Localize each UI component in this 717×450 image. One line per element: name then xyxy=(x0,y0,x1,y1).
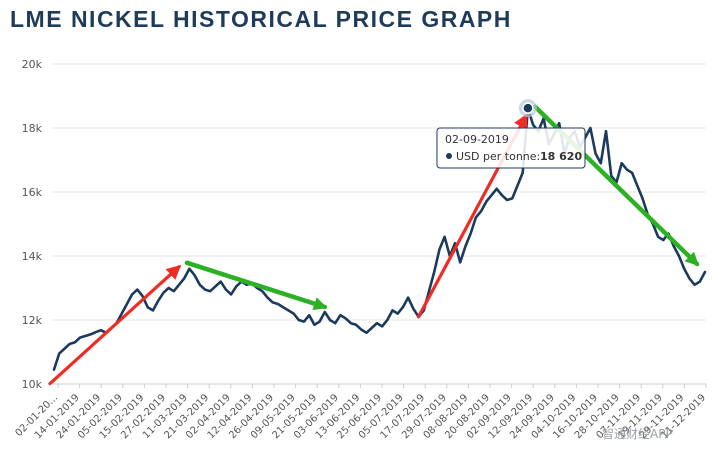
tooltip-date: 02-09-2019 xyxy=(445,133,509,146)
price-series-line xyxy=(52,106,707,371)
y-tick-label: 20k xyxy=(22,58,43,71)
watermark-text: 智通财经APP xyxy=(602,426,673,441)
tooltip-box xyxy=(436,127,586,169)
y-tick-label: 12k xyxy=(22,314,43,327)
tooltip-value: 18 620 xyxy=(540,150,582,163)
tooltip-series-dot xyxy=(446,153,452,159)
trend-arrow xyxy=(184,260,328,311)
trend-arrow xyxy=(48,264,182,386)
y-tick-label: 10k xyxy=(22,378,43,391)
peak-marker[interactable] xyxy=(522,102,534,114)
chart-title: LME NICKEL HISTORICAL PRICE GRAPH xyxy=(10,6,512,32)
y-tick-label: 16k xyxy=(22,186,43,199)
y-tick-label: 18k xyxy=(22,122,43,135)
tooltip-series-label: USD per tonne: xyxy=(456,150,540,163)
y-tick-label: 14k xyxy=(22,250,43,263)
